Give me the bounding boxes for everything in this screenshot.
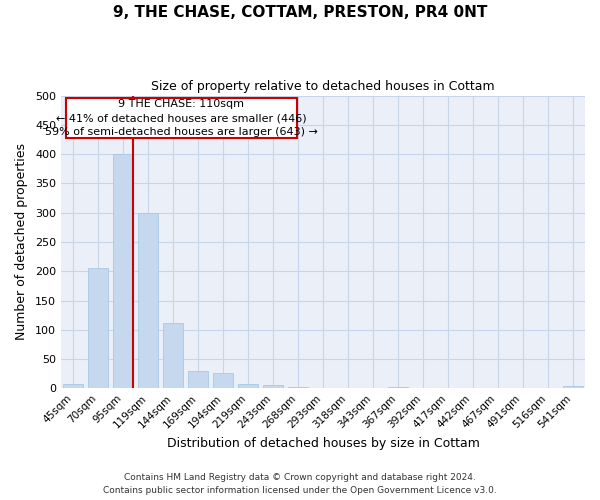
Bar [213,372,233,388]
Text: 9, THE CHASE, COTTAM, PRESTON, PR4 0NT: 9, THE CHASE, COTTAM, PRESTON, PR4 0NT [113,5,487,20]
Bar [64,384,83,388]
FancyBboxPatch shape [66,98,297,138]
Bar [263,386,283,388]
X-axis label: Distribution of detached houses by size in Cottam: Distribution of detached houses by size … [167,437,479,450]
Bar [138,212,158,388]
Text: Contains HM Land Registry data © Crown copyright and database right 2024.
Contai: Contains HM Land Registry data © Crown c… [103,473,497,495]
Bar [163,323,183,388]
Y-axis label: Number of detached properties: Number of detached properties [15,144,28,340]
Bar [388,386,408,388]
Bar [88,268,109,388]
Bar [238,384,258,388]
Bar [563,386,583,388]
Bar [113,154,133,388]
Text: 9 THE CHASE: 110sqm
← 41% of detached houses are smaller (446)
59% of semi-detac: 9 THE CHASE: 110sqm ← 41% of detached ho… [45,99,318,137]
Title: Size of property relative to detached houses in Cottam: Size of property relative to detached ho… [151,80,495,93]
Bar [188,371,208,388]
Bar [288,386,308,388]
